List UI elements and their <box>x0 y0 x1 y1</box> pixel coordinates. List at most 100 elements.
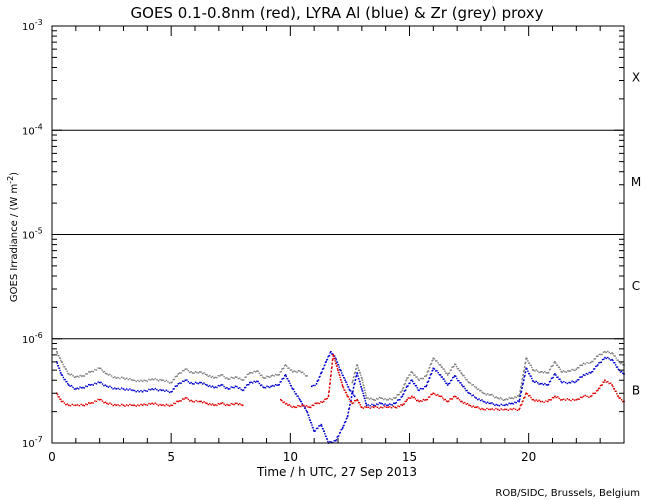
series-dot <box>600 361 603 363</box>
series-dot <box>526 357 528 360</box>
flare-class-labels: X M C B <box>631 71 641 398</box>
data-point <box>418 379 420 382</box>
series-dot <box>352 390 354 392</box>
series-dot <box>92 402 95 404</box>
y-tick-label: 10-5 <box>22 227 43 242</box>
series-dot <box>278 383 281 386</box>
series-dot <box>337 364 340 366</box>
series-dot <box>121 387 123 389</box>
data-point <box>432 357 435 360</box>
series-dot <box>137 379 139 382</box>
series-dot <box>465 403 467 405</box>
series-dot <box>551 396 554 399</box>
series-dot <box>338 366 340 368</box>
series-dot <box>529 394 531 397</box>
series-dot <box>407 397 410 399</box>
series-dot <box>258 372 261 375</box>
series-dot <box>547 371 550 374</box>
series-dot <box>146 390 149 392</box>
series-dot <box>66 370 68 372</box>
series-dot <box>214 386 217 388</box>
series-dot <box>398 405 401 408</box>
series-dot <box>563 398 565 400</box>
series-dot <box>592 392 594 395</box>
series-dot <box>233 377 235 379</box>
series-dot <box>514 401 516 403</box>
series-dot <box>244 386 246 389</box>
series-dot <box>414 374 416 376</box>
series-dot <box>317 427 319 430</box>
series-dot <box>455 365 458 368</box>
series-dot <box>267 376 270 378</box>
series-dot <box>375 397 378 400</box>
series-dot <box>519 407 521 410</box>
series-dot <box>297 404 299 407</box>
series-dot <box>521 387 523 389</box>
series-dot <box>486 393 489 395</box>
data-point <box>446 374 449 376</box>
series-dot <box>322 428 324 430</box>
series-dot <box>456 377 458 380</box>
series-dot <box>599 384 602 387</box>
series-dot <box>345 391 347 394</box>
series-dot <box>599 353 602 356</box>
data-point <box>184 397 187 399</box>
series-dot <box>97 381 99 383</box>
series-dot <box>427 370 430 372</box>
series-dot <box>83 405 86 407</box>
series-dot <box>58 354 60 357</box>
series-dot <box>400 396 402 398</box>
data-point <box>115 388 118 390</box>
series-dot <box>112 404 114 407</box>
series-dot <box>304 405 306 408</box>
series-dot <box>230 386 232 388</box>
series-dot <box>513 407 515 410</box>
data-point <box>446 384 449 386</box>
series-dot <box>137 389 139 392</box>
series-dot <box>107 386 110 388</box>
series-dot <box>251 382 254 384</box>
series-dot <box>346 394 348 396</box>
series-dot <box>149 389 152 391</box>
series-dot <box>456 397 458 400</box>
series-dot <box>130 389 133 391</box>
series-dot <box>62 400 64 403</box>
data-point <box>387 404 389 407</box>
series-dot <box>95 369 98 371</box>
data-point <box>582 374 585 376</box>
series-dot <box>615 390 617 393</box>
series-dot <box>100 398 102 401</box>
series-dot <box>187 380 190 383</box>
series-dot <box>104 401 107 403</box>
series-dot <box>616 366 619 368</box>
series-dot <box>58 367 61 369</box>
series-dot <box>353 399 356 402</box>
series-dot <box>335 362 337 365</box>
x-tick-label: 0 <box>48 450 56 464</box>
series-dot <box>404 382 407 385</box>
series-dot <box>486 407 488 410</box>
series-dot <box>569 382 572 384</box>
series-dot <box>339 374 341 376</box>
series-dot <box>612 353 614 355</box>
data-point <box>554 373 556 375</box>
series-dot <box>67 383 69 385</box>
series-dot <box>526 393 529 395</box>
series-dot <box>588 371 590 374</box>
series-dot <box>620 399 623 401</box>
data-point <box>546 400 549 403</box>
series-dot <box>426 374 428 376</box>
series-dot <box>460 400 462 403</box>
series-dot <box>601 353 603 356</box>
series-dot <box>157 404 160 407</box>
y-axis-label-sup: -2 <box>6 176 15 184</box>
data-point <box>361 377 363 379</box>
series-dot <box>614 364 617 366</box>
series-dot <box>395 396 397 399</box>
data-point <box>453 395 456 398</box>
data-point <box>406 377 408 379</box>
data-point <box>234 385 237 388</box>
series-dot <box>204 402 207 404</box>
series-dot <box>512 403 515 405</box>
